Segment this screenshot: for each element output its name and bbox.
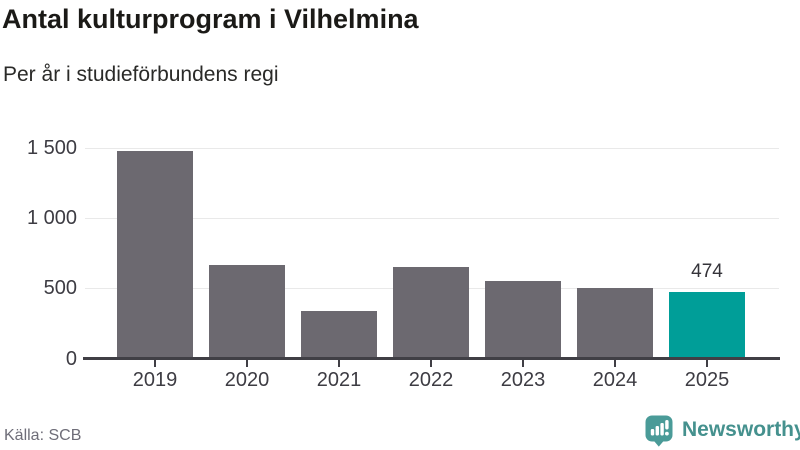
bar-2023 [485, 280, 561, 359]
x-tick-2020 [246, 360, 248, 367]
bar-2025 [669, 291, 745, 359]
bar-2024 [577, 287, 653, 359]
x-tick-2023 [522, 360, 524, 367]
bar-2022 [393, 267, 469, 359]
x-tick-label-2023: 2023 [500, 369, 546, 391]
x-tick-2021 [338, 360, 340, 367]
x-tick-label-2019: 2019 [132, 369, 178, 391]
x-tick-2022 [430, 360, 432, 367]
bar-2020 [209, 265, 285, 359]
gridline-1500 [85, 147, 779, 149]
newsworthy-icon [645, 415, 673, 447]
y-tick-label-1000: 1 000 [26, 207, 77, 230]
bar-2021 [301, 310, 377, 359]
chart-subtitle: Per år i studieförbundens regi [3, 63, 279, 86]
x-tick-label-2021: 2021 [316, 369, 362, 391]
x-tick-2019 [154, 360, 156, 367]
bar-2019 [117, 150, 193, 359]
y-tick-label-500: 500 [43, 277, 77, 300]
y-tick-label-0: 0 [65, 347, 77, 370]
newsworthy-logo: Newsworthy [645, 415, 800, 447]
newsworthy-wordmark: Newsworthy [682, 418, 800, 441]
x-tick-2025 [706, 360, 708, 367]
y-tick-label-1500: 1 500 [26, 137, 77, 159]
x-tick-2024 [614, 360, 616, 367]
gridline-1000 [85, 217, 779, 219]
x-tick-label-2024: 2024 [592, 369, 638, 391]
x-tick-label-2022: 2022 [408, 369, 454, 391]
source-label: Källa: SCB [4, 427, 82, 444]
x-tick-label-2025: 2025 [684, 369, 730, 391]
chart-title: Antal kulturprogram i Vilhelmina [2, 4, 419, 34]
x-axis-line [83, 357, 780, 360]
x-tick-label-2020: 2020 [224, 369, 270, 391]
value-label-2025: 474 [691, 260, 723, 282]
